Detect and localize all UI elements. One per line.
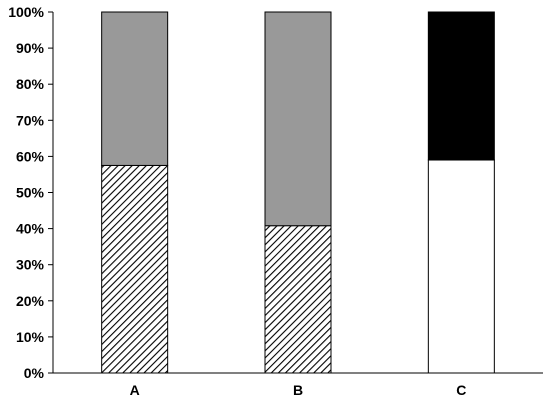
y-tick-label: 50% [16, 185, 45, 201]
y-tick-label: 60% [16, 148, 45, 164]
y-tick-label: 0% [24, 365, 45, 381]
x-tick-label: A [130, 382, 140, 398]
x-tick-label: C [456, 382, 466, 398]
y-tick-label: 20% [16, 293, 45, 309]
bar-segment-c-3 [427, 11, 495, 161]
y-tick-label: 80% [16, 76, 45, 92]
x-tick-label: B [293, 382, 303, 398]
y-axis: 0% 10% 20% 30% 40% 50% 60% 70% 80% 90% 100% [8, 4, 54, 381]
y-tick-label: 70% [16, 112, 45, 128]
bars [101, 11, 495, 374]
x-axis: A B C [53, 372, 543, 398]
bar-segment-b-1 [264, 11, 332, 227]
bar-segment-a-1 [101, 11, 169, 166]
y-tick-label: 10% [16, 329, 45, 345]
y-tick-label: 30% [16, 257, 45, 273]
bar-segment-a-0 [101, 164, 169, 374]
bar-segment-c-2 [427, 159, 495, 374]
y-tick-label: 90% [16, 40, 45, 56]
y-tick-label: 40% [16, 221, 45, 237]
y-tick-label: 100% [8, 4, 44, 20]
bar-segment-b-0 [264, 225, 332, 374]
